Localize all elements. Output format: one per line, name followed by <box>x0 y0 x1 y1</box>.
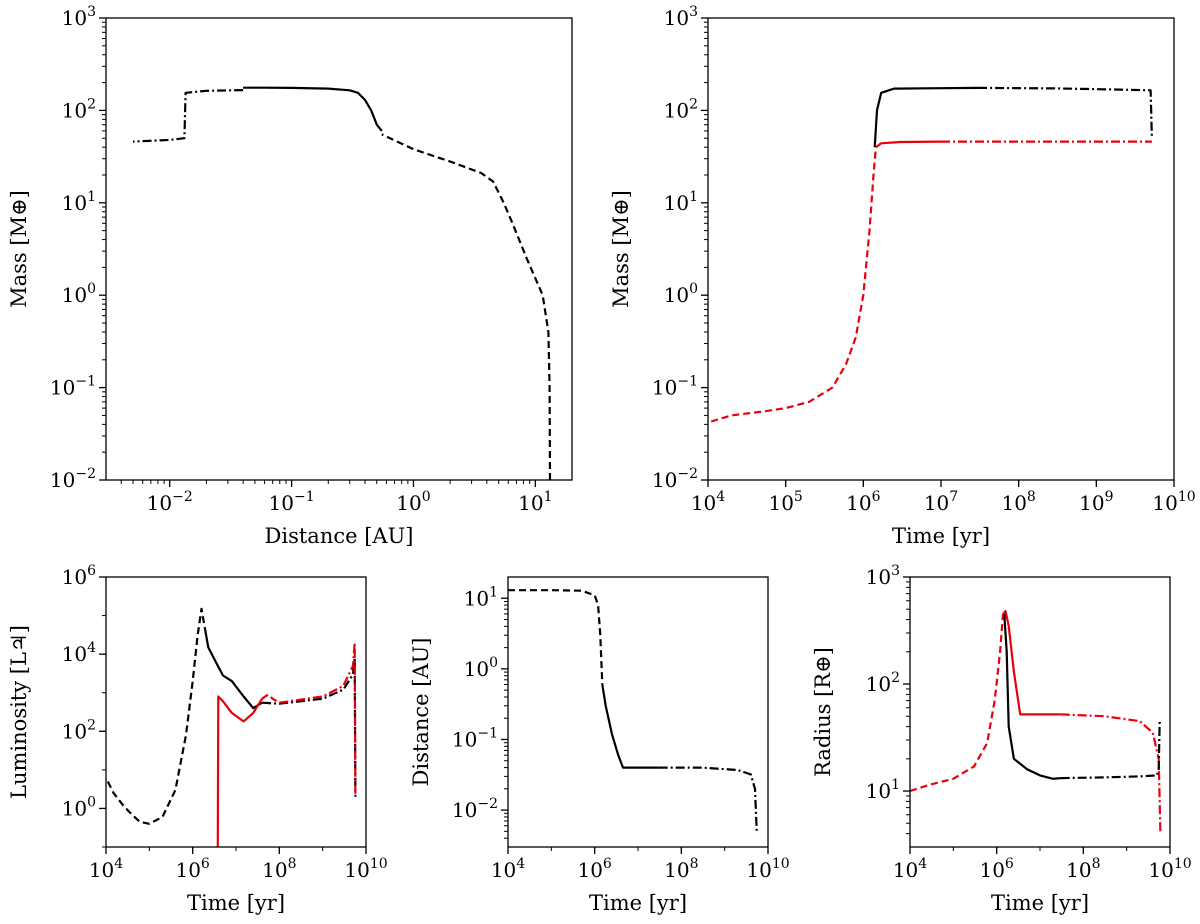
series-migration-dashed <box>381 133 552 480</box>
panel-mass-vs-distance: 10−2 10−1 100 101 10−2 10−1 100 101 102 103 Distan… <box>7 4 573 548</box>
x-tick-label: 104 <box>89 856 123 882</box>
series-total-mass-solid <box>873 86 979 148</box>
series-total-mass-dashdot <box>978 86 1153 139</box>
x-axis-label: Time [yr] <box>892 524 990 548</box>
y-tick-label: 10−2 <box>50 466 96 492</box>
y-tick-label: 102 <box>664 96 698 122</box>
series-lum-solid-red <box>216 695 264 847</box>
series-radius-dashdot-red <box>1060 713 1162 834</box>
y-tick-label: 100 <box>664 281 698 307</box>
x-tick-label: 1010 <box>746 856 789 882</box>
x-tick-label: 104 <box>691 489 725 515</box>
panel-luminosity-vs-time: 104 106 108 1010 100 102 104 106 Time [yr] Lumino… <box>7 563 388 915</box>
y-tick-label: 106 <box>62 563 96 589</box>
y-tick-label: 102 <box>866 670 900 696</box>
panel-distance-vs-time: 104 106 108 1010 10−2 10−1 100 101 Time [yr] Dist… <box>409 576 790 915</box>
x-axis-label: Time [yr] <box>187 891 285 915</box>
series-radius-dashed-red <box>910 614 1005 793</box>
y-tick-label: 10−2 <box>652 466 698 492</box>
y-tick-label: 104 <box>62 640 96 666</box>
axes-frame <box>105 17 573 481</box>
panel-mass-vs-time: 104 105 106 107 108 109 1010 10−2 10−1 100 101 102 1… <box>609 4 1196 548</box>
x-tick-label: 108 <box>1066 856 1100 882</box>
x-tick-label: 10−1 <box>269 489 315 515</box>
series-lum-solid-black <box>203 627 263 710</box>
y-axis-label: Mass [M⊕] <box>7 190 31 308</box>
series-dist-dashed <box>508 589 604 685</box>
axes-frame <box>909 576 1171 848</box>
y-tick-label: 10−1 <box>50 374 96 400</box>
series-group <box>508 589 758 832</box>
x-tick-label: 109 <box>1079 489 1113 515</box>
x-tick-label: 108 <box>664 856 698 882</box>
axes-frame <box>507 576 769 848</box>
y-tick-label: 103 <box>866 563 900 589</box>
series-radius-solid-black <box>1003 614 1061 780</box>
x-tick-label: 100 <box>396 489 430 515</box>
x-tick-label: 10−2 <box>147 489 193 515</box>
y-axis-label: Mass [M⊕] <box>609 190 633 308</box>
y-tick-label: 10−2 <box>452 796 498 822</box>
x-tick-label: 104 <box>893 856 927 882</box>
y-tick-label: 10−1 <box>452 725 498 751</box>
y-tick-label: 10−1 <box>652 374 698 400</box>
axes-frame <box>105 576 367 848</box>
y-tick-label: 102 <box>62 96 96 122</box>
x-axis-label: Distance [AU] <box>265 524 414 548</box>
y-tick-label: 101 <box>464 584 498 610</box>
series-gas-accretion-solid <box>243 86 383 132</box>
y-tick-label: 103 <box>62 4 96 30</box>
panel-radius-vs-time: 104 106 108 1010 101 102 103 Time [yr] Radius [R… <box>811 563 1192 915</box>
x-tick-label: 1010 <box>1152 489 1195 515</box>
series-group <box>106 607 357 847</box>
y-tick-label: 100 <box>62 794 96 820</box>
x-axis-label: Time [yr] <box>991 891 1089 915</box>
y-axis-label: Radius [R⊕] <box>811 647 835 777</box>
y-tick-label: 100 <box>62 281 96 307</box>
y-tick-label: 101 <box>664 189 698 215</box>
series-radius-dashdot-black <box>1060 721 1161 780</box>
x-tick-label: 108 <box>1001 489 1035 515</box>
x-tick-label: 1010 <box>1148 856 1191 882</box>
y-tick-label: 102 <box>62 717 96 743</box>
series-core-mass-solid <box>875 140 942 149</box>
y-tick-label: 100 <box>464 655 498 681</box>
x-tick-label: 101 <box>518 489 552 515</box>
x-tick-label: 108 <box>262 856 296 882</box>
series-lum-dashdot-red <box>279 641 357 797</box>
y-axis-label: Distance [AU] <box>409 638 433 787</box>
series-lum-dashed-red <box>261 693 280 704</box>
y-tick-label: 101 <box>62 189 96 215</box>
x-tick-label: 106 <box>979 856 1013 882</box>
x-axis-label: Time [yr] <box>589 891 687 915</box>
series-radius-solid-red <box>1002 610 1061 716</box>
series-dist-dashdot <box>658 766 758 832</box>
y-tick-label: 103 <box>664 4 698 30</box>
x-tick-label: 107 <box>924 489 958 515</box>
series-group <box>710 86 1153 423</box>
y-tick-label: 101 <box>866 777 900 803</box>
x-tick-label: 106 <box>175 856 209 882</box>
series-core-mass-dashed <box>710 147 877 423</box>
x-tick-label: 1010 <box>344 856 387 882</box>
x-tick-label: 106 <box>577 856 611 882</box>
x-tick-label: 105 <box>768 489 802 515</box>
series-group <box>132 86 552 480</box>
x-tick-label: 104 <box>491 856 525 882</box>
series-lum-dashdot-black <box>262 656 357 797</box>
series-group <box>910 610 1162 834</box>
y-axis-label: Luminosity [L♃] <box>7 625 31 799</box>
series-evolution-dashdot <box>132 89 244 143</box>
x-tick-label: 106 <box>846 489 880 515</box>
series-lum-dashed <box>106 607 206 825</box>
series-dist-solid <box>601 684 659 769</box>
